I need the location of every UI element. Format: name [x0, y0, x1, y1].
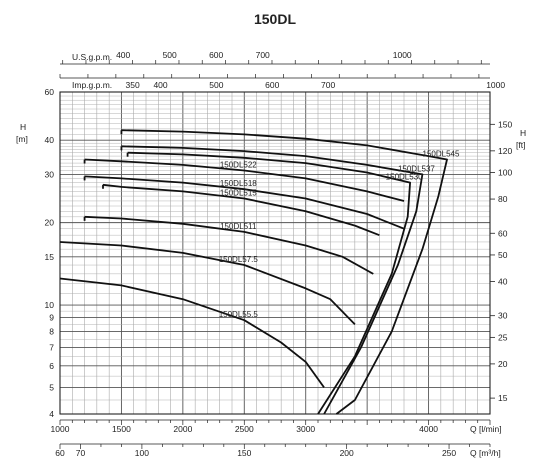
series-line [102, 183, 380, 237]
left-axis-unit-label: [m] [16, 134, 28, 144]
bottom-axis-lpm-label: Q [l/min] [470, 424, 502, 434]
left-axis-tick-label: 5 [49, 382, 54, 392]
right-axis-tick-label: 15 [498, 393, 508, 403]
left-axis-tick-label: 9 [49, 313, 54, 323]
left-axis-tick-label: 60 [45, 87, 55, 97]
series-line [84, 175, 405, 230]
top-axis-impgpm-tick-label: 1000 [486, 80, 505, 90]
bottom-axis-m3h-tick-label: 100 [135, 448, 149, 458]
left-axis-tick-label: 8 [49, 327, 54, 337]
left-axis-tick-label: 20 [45, 218, 55, 228]
right-axis-tick-label: 25 [498, 332, 508, 342]
top-axis-impgpm-tick-label: 600 [265, 80, 279, 90]
top-axis-impgpm-tick-label: 500 [209, 80, 223, 90]
top-axis-usgpm-tick-label: 700 [256, 50, 270, 60]
plot-frame [59, 91, 491, 415]
right-axis-tick-label: 40 [498, 276, 508, 286]
right-axis-tick-label: 60 [498, 228, 508, 238]
series-label: 150DL530 [386, 173, 423, 182]
top-axis-usgpm-tick-label: 600 [209, 50, 223, 60]
right-axis-tick-label: 80 [498, 194, 508, 204]
series-line [121, 129, 448, 415]
top-axis-usgpm-tick-label: 500 [163, 50, 177, 60]
series-label: 150DL511 [220, 222, 257, 231]
series-label: 150DL518 [220, 179, 257, 188]
series-line [59, 277, 325, 389]
axes: 4 5 6 7 8 9 10 15 20 30 40 60 15 20 25 30 40 50 60 80 100 120… [45, 50, 513, 458]
series-label: 150DL522 [220, 161, 257, 170]
top-axis-usgpm-tick-label: 400 [116, 50, 130, 60]
right-axis-tick-label: 150 [498, 119, 512, 129]
right-axis-tick-label: 20 [498, 359, 508, 369]
left-axis-tick-label: 7 [49, 342, 54, 352]
bottom-axis-m3h-label: Q [m³/h] [470, 448, 501, 458]
series-label: 150DL55.5 [219, 310, 259, 319]
series-line [84, 215, 374, 275]
top-axis-impgpm-label: Imp.g.p.m. [72, 80, 112, 90]
left-axis-tick-label: 10 [45, 300, 55, 310]
bottom-axis-m3h-tick-label: 200 [340, 448, 354, 458]
bottom-axis-m3h-tick-label: 60 [55, 448, 65, 458]
left-axis-h-label: H [20, 122, 26, 132]
top-axis-impgpm-tick-label: 350 [126, 80, 140, 90]
bottom-axis-lpm-tick-label: 1500 [112, 424, 131, 434]
series-line [127, 151, 411, 415]
left-axis-tick-label: 15 [45, 252, 55, 262]
right-axis-tick-label: 50 [498, 250, 508, 260]
right-axis-unit-label: [ft] [516, 140, 525, 150]
top-axis-usgpm-label: U.S.g.p.m. [72, 52, 112, 62]
top-axis-impgpm-tick-label: 700 [321, 80, 335, 90]
top-axis-impgpm-tick-label: 400 [153, 80, 167, 90]
bottom-axis-m3h-tick-label: 70 [76, 448, 86, 458]
series-label: 150DL515 [220, 188, 257, 197]
series-line [59, 241, 356, 326]
bottom-axis-lpm-tick-label: 3000 [296, 424, 315, 434]
series-label: 150DL537 [398, 164, 435, 173]
bottom-axis-lpm-tick-label: 4000 [419, 424, 438, 434]
grid-lines [59, 91, 491, 415]
right-axis-h-label: H [520, 128, 526, 138]
bottom-axis-m3h-tick-label: 150 [237, 448, 251, 458]
series-line [121, 145, 424, 415]
bottom-axis-lpm-tick-label: 1000 [51, 424, 70, 434]
series-label: 150DL545 [423, 150, 460, 159]
bottom-axis-lpm-tick-label: 2500 [235, 424, 254, 434]
left-axis-tick-label: 30 [45, 169, 55, 179]
left-axis-tick-label: 40 [45, 135, 55, 145]
right-axis-tick-label: 30 [498, 311, 508, 321]
top-axis-usgpm-tick-label: 1000 [393, 50, 412, 60]
left-axis-tick-label: 6 [49, 361, 54, 371]
right-axis-tick-label: 100 [498, 168, 512, 178]
series-line [84, 158, 405, 202]
bottom-axis-lpm-tick-label: 2000 [173, 424, 192, 434]
left-axis-tick-label: 4 [49, 409, 54, 419]
chart-title: 150DL [254, 11, 296, 27]
series-label: 150DL57.5 [219, 255, 259, 264]
bottom-axis-m3h-tick-label: 250 [442, 448, 456, 458]
right-axis-tick-label: 120 [498, 146, 512, 156]
